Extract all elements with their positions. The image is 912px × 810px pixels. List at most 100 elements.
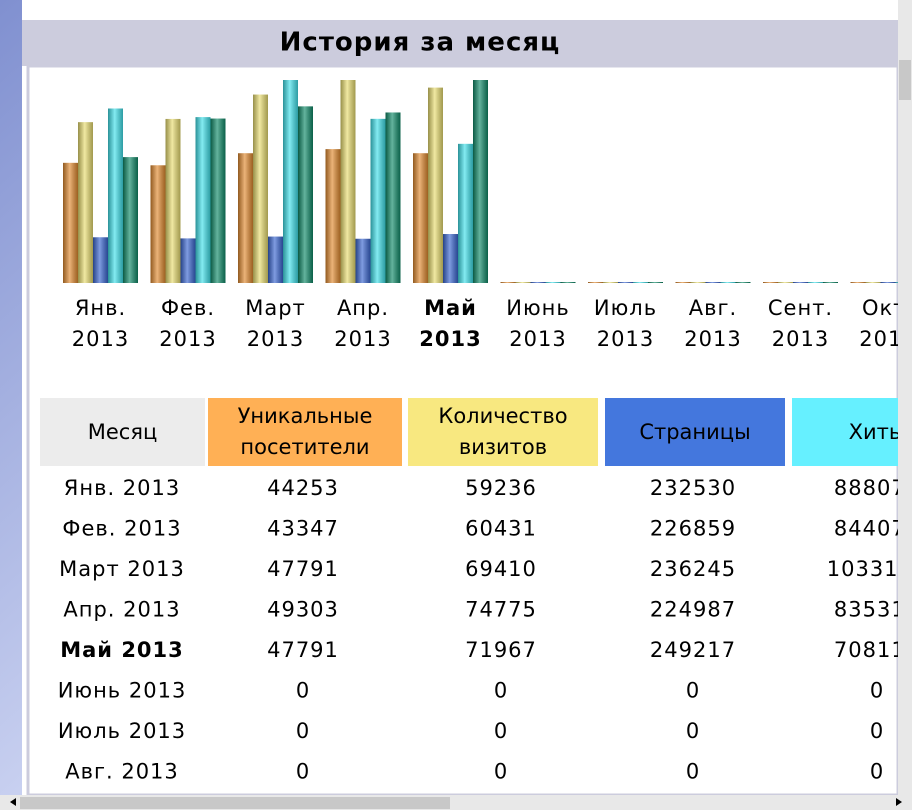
bar-shine xyxy=(895,282,898,283)
bar-shine xyxy=(865,282,881,283)
row-value: 0 xyxy=(686,760,700,784)
row-value: 0 xyxy=(870,719,884,743)
bar-shine xyxy=(355,238,371,283)
content: Янв. 2013 Фев. 2013 Март 2013 Апр. 2013 Май 2013 И… xyxy=(40,80,912,784)
row-month: Авг. 2013 xyxy=(65,760,179,784)
bar-shine xyxy=(735,282,751,283)
bar-shine xyxy=(253,94,268,283)
row-value: 0 xyxy=(494,760,508,784)
bar-shine xyxy=(458,143,473,283)
bar-shine xyxy=(63,162,78,283)
row-value: 888070 xyxy=(834,476,912,500)
header-label: посетители xyxy=(240,435,369,459)
horizontal-thumb[interactable] xyxy=(20,797,450,809)
month-label: Авг. xyxy=(689,296,737,320)
row-month: Март 2013 xyxy=(59,557,185,581)
row-value: 74775 xyxy=(465,598,537,622)
bar-shine xyxy=(108,108,123,283)
bar-shine xyxy=(778,282,793,283)
bar-shine xyxy=(720,282,736,283)
header-label: Месяц xyxy=(88,420,158,444)
month-label: Март xyxy=(245,296,306,320)
bar-shine xyxy=(210,118,226,283)
row-value: 1033110 xyxy=(827,557,912,581)
bar-shine xyxy=(325,149,341,283)
bar-shine xyxy=(93,237,108,283)
month-label: Июль xyxy=(594,296,657,320)
bar-shine xyxy=(413,153,428,283)
row-value: 47791 xyxy=(267,638,339,662)
header-cell xyxy=(208,398,402,466)
row-value: 59236 xyxy=(465,476,537,500)
row-value: 224987 xyxy=(650,598,736,622)
header-bar xyxy=(22,20,898,66)
bar-shine xyxy=(588,282,603,283)
header-cell xyxy=(408,398,598,466)
header-cell xyxy=(792,398,898,466)
bar-shine xyxy=(705,282,721,283)
bar-shine xyxy=(560,282,576,283)
row-value: 0 xyxy=(296,679,310,703)
year-label: 2013 xyxy=(247,327,304,351)
bar-shine xyxy=(298,106,313,283)
bar-shine xyxy=(618,282,633,283)
row-month: Май 2013 xyxy=(60,638,184,662)
bar-shine xyxy=(195,117,211,284)
vertical-scrollbar[interactable] xyxy=(898,0,912,795)
bar-shine xyxy=(545,282,561,283)
bar-shine xyxy=(690,282,706,283)
bar-shine xyxy=(648,282,663,283)
bar-shine xyxy=(123,157,138,283)
row-value: 49303 xyxy=(267,598,339,622)
bar-shine xyxy=(633,282,648,283)
bar-shine xyxy=(473,80,488,283)
year-label: 2013 xyxy=(772,327,829,351)
year-label: 2013 xyxy=(597,327,654,351)
month-label: Июнь xyxy=(506,296,570,320)
row-value: 844070 xyxy=(834,517,912,541)
row-value: 226859 xyxy=(650,517,736,541)
bar-shine xyxy=(428,87,443,283)
bar-shine xyxy=(880,282,896,283)
bar-shine xyxy=(385,112,401,283)
bar-shine xyxy=(675,282,691,283)
bar-shine xyxy=(500,282,516,283)
year-label: 2013 xyxy=(159,327,216,351)
month-label: Окт. xyxy=(862,296,912,320)
year-label: 2013 xyxy=(859,327,912,351)
row-value: 69410 xyxy=(465,557,537,581)
bar-shine xyxy=(793,282,808,283)
row-value: 0 xyxy=(686,679,700,703)
bar-shine xyxy=(808,282,823,283)
row-value: 249217 xyxy=(650,638,736,662)
row-value: 835310 xyxy=(834,598,912,622)
row-month: Фев. 2013 xyxy=(62,517,181,541)
row-month: Янв. 2013 xyxy=(64,476,181,500)
header-label: визитов xyxy=(459,435,547,459)
vertical-thumb[interactable] xyxy=(899,60,911,100)
header-title: История за месяц xyxy=(280,28,561,58)
bar-shine xyxy=(823,282,838,283)
row-value: 0 xyxy=(870,760,884,784)
row-value: 43347 xyxy=(267,517,339,541)
bar-shine xyxy=(515,282,531,283)
row-value: 0 xyxy=(686,719,700,743)
year-label: 2013 xyxy=(72,327,129,351)
row-value: 0 xyxy=(494,719,508,743)
row-value: 47791 xyxy=(267,557,339,581)
row-month: Июнь 2013 xyxy=(58,679,187,703)
year-label: 2013 xyxy=(509,327,566,351)
row-value: 0 xyxy=(494,679,508,703)
month-label: Май xyxy=(424,296,477,320)
bar-shine xyxy=(283,80,298,283)
row-value: 236245 xyxy=(650,557,736,581)
header-label: Уникальные xyxy=(238,404,373,428)
row-value: 0 xyxy=(296,760,310,784)
bar-shine xyxy=(340,80,356,283)
row-month: Июль 2013 xyxy=(58,719,186,743)
row-value: 71967 xyxy=(465,638,537,662)
year-label: 2013 xyxy=(684,327,741,351)
year-label: 2013 xyxy=(419,327,481,351)
bar-shine xyxy=(238,153,253,283)
